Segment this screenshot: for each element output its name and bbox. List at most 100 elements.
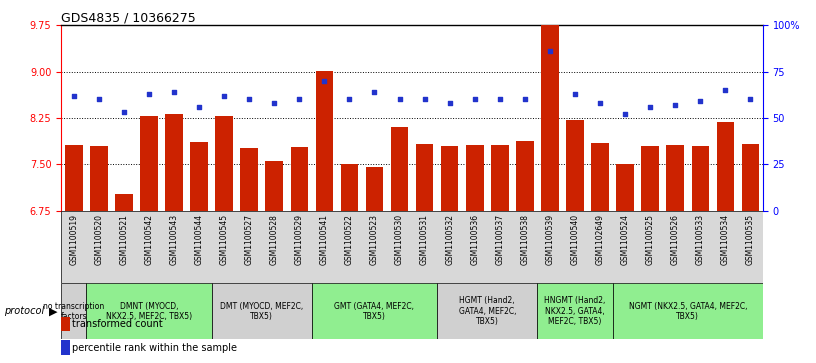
Bar xyxy=(211,283,312,339)
Text: GSM1100527: GSM1100527 xyxy=(245,214,254,265)
Bar xyxy=(86,283,211,339)
Text: GSM1100538: GSM1100538 xyxy=(521,214,530,265)
Text: GSM1100528: GSM1100528 xyxy=(270,214,279,265)
Point xyxy=(644,104,657,110)
Bar xyxy=(667,144,684,211)
Text: GSM1100522: GSM1100522 xyxy=(345,214,354,265)
Text: GSM1100544: GSM1100544 xyxy=(194,214,203,265)
Text: DMT (MYOCD, MEF2C,
TBX5): DMT (MYOCD, MEF2C, TBX5) xyxy=(220,302,304,321)
Point xyxy=(167,89,180,95)
Text: GDS4835 / 10366275: GDS4835 / 10366275 xyxy=(61,11,196,24)
Text: GSM1100543: GSM1100543 xyxy=(170,214,179,265)
Text: HGMT (Hand2,
GATA4, MEF2C,
TBX5): HGMT (Hand2, GATA4, MEF2C, TBX5) xyxy=(459,296,516,326)
Bar xyxy=(115,194,133,211)
Text: GSM1100545: GSM1100545 xyxy=(220,214,228,265)
Point xyxy=(694,98,707,104)
Text: GSM1100529: GSM1100529 xyxy=(295,214,304,265)
Point xyxy=(468,97,481,102)
Text: ▶: ▶ xyxy=(49,306,57,316)
Point xyxy=(242,97,255,102)
Point xyxy=(569,91,582,97)
Text: GSM1100539: GSM1100539 xyxy=(545,214,554,265)
Bar xyxy=(616,164,634,211)
Text: GSM1100537: GSM1100537 xyxy=(495,214,504,265)
Text: GSM1100534: GSM1100534 xyxy=(721,214,730,265)
Bar xyxy=(290,147,308,211)
Text: GSM1100519: GSM1100519 xyxy=(69,214,78,265)
Text: GSM1100533: GSM1100533 xyxy=(696,214,705,265)
Point xyxy=(443,100,456,106)
Point xyxy=(744,97,757,102)
Bar xyxy=(65,144,82,211)
Text: protocol: protocol xyxy=(4,306,44,316)
Bar xyxy=(566,120,583,211)
Bar xyxy=(416,144,433,211)
Bar xyxy=(90,146,108,211)
Bar xyxy=(241,148,258,211)
Bar xyxy=(592,143,609,211)
Bar xyxy=(391,127,408,211)
Text: GSM1100526: GSM1100526 xyxy=(671,214,680,265)
Bar xyxy=(61,317,69,331)
Point xyxy=(317,78,330,84)
Bar xyxy=(316,71,333,211)
Point xyxy=(393,97,406,102)
Point xyxy=(343,97,356,102)
Point xyxy=(593,100,606,106)
Point xyxy=(218,93,231,99)
Text: GSM1100536: GSM1100536 xyxy=(470,214,479,265)
Bar xyxy=(441,146,459,211)
Point xyxy=(518,97,531,102)
Text: percentile rank within the sample: percentile rank within the sample xyxy=(72,343,237,352)
Text: GSM1100520: GSM1100520 xyxy=(95,214,104,265)
Bar xyxy=(265,160,283,211)
Point xyxy=(92,97,105,102)
Bar xyxy=(340,164,358,211)
Point xyxy=(493,97,506,102)
Text: GMT (GATA4, MEF2C,
TBX5): GMT (GATA4, MEF2C, TBX5) xyxy=(335,302,415,321)
Bar xyxy=(466,144,484,211)
Bar xyxy=(366,167,384,211)
Point xyxy=(142,91,155,97)
Text: no transcription
factors: no transcription factors xyxy=(43,302,104,321)
Text: GSM1100524: GSM1100524 xyxy=(621,214,630,265)
Text: GSM1100531: GSM1100531 xyxy=(420,214,429,265)
Point xyxy=(719,87,732,93)
Bar xyxy=(437,283,538,339)
Bar xyxy=(613,283,763,339)
Bar xyxy=(140,116,157,211)
Text: GSM1100521: GSM1100521 xyxy=(119,214,128,265)
Bar xyxy=(516,142,534,211)
Point xyxy=(543,48,557,54)
Point xyxy=(268,100,281,106)
Bar xyxy=(641,146,659,211)
Text: GSM1100532: GSM1100532 xyxy=(446,214,455,265)
Bar xyxy=(491,144,508,211)
Point xyxy=(418,97,431,102)
Bar xyxy=(716,122,734,211)
Text: GSM1102649: GSM1102649 xyxy=(596,214,605,265)
Bar xyxy=(61,283,86,339)
Point xyxy=(193,104,206,110)
Bar xyxy=(541,25,559,211)
Text: GSM1100530: GSM1100530 xyxy=(395,214,404,265)
Bar xyxy=(61,340,69,355)
Point xyxy=(619,111,632,117)
Text: GSM1100523: GSM1100523 xyxy=(370,214,379,265)
Point xyxy=(118,110,131,115)
Text: transformed count: transformed count xyxy=(72,319,162,329)
Point xyxy=(293,97,306,102)
Text: GSM1100540: GSM1100540 xyxy=(570,214,579,265)
Point xyxy=(368,89,381,95)
Bar xyxy=(165,114,183,211)
Text: HNGMT (Hand2,
NKX2.5, GATA4,
MEF2C, TBX5): HNGMT (Hand2, NKX2.5, GATA4, MEF2C, TBX5… xyxy=(544,296,605,326)
Bar xyxy=(742,144,759,211)
Bar xyxy=(215,116,233,211)
Text: GSM1100525: GSM1100525 xyxy=(645,214,654,265)
Bar xyxy=(190,142,208,211)
Point xyxy=(67,93,80,99)
Text: GSM1100542: GSM1100542 xyxy=(144,214,153,265)
Point xyxy=(668,102,681,108)
Bar xyxy=(312,283,437,339)
Text: NGMT (NKX2.5, GATA4, MEF2C,
TBX5): NGMT (NKX2.5, GATA4, MEF2C, TBX5) xyxy=(628,302,747,321)
